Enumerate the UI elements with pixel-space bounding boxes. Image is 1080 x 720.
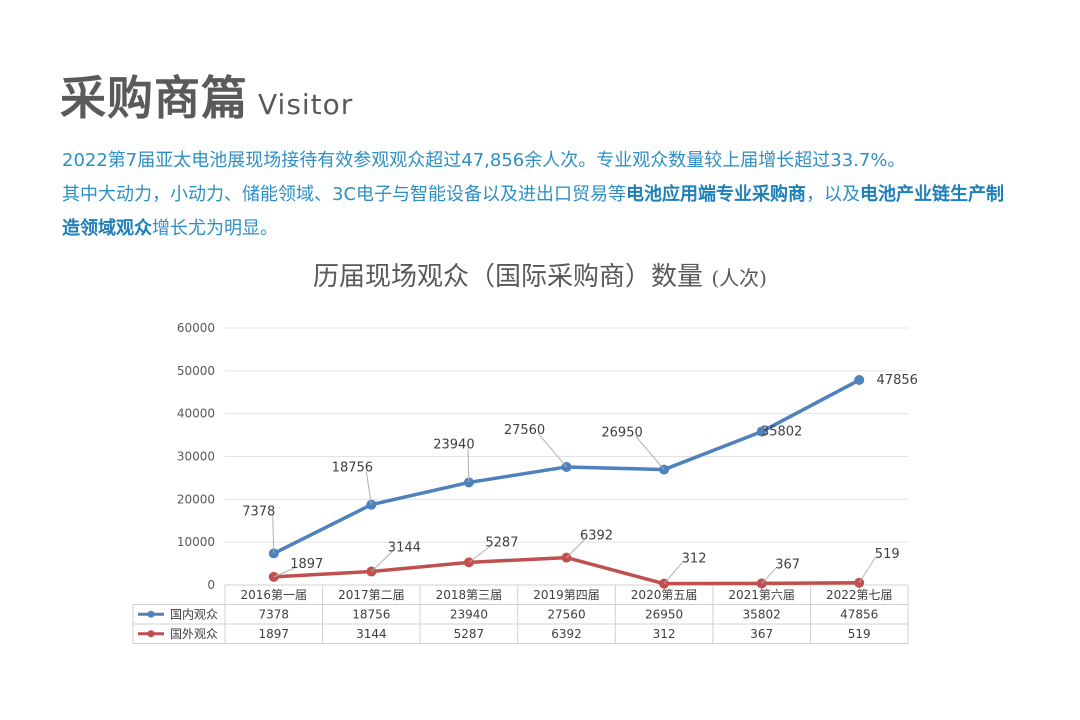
y-tick-label: 30000 (177, 450, 215, 464)
table-cell-value: 18756 (352, 607, 390, 621)
x-category-label: 2019第四届 (533, 588, 600, 602)
label-leader-line (663, 562, 683, 584)
y-tick-label: 60000 (177, 321, 215, 335)
y-tick-label: 20000 (177, 492, 215, 506)
data-label: 367 (775, 557, 800, 572)
page-title-en: Visitor (258, 88, 354, 121)
page-title-zh: 采购商篇 (60, 71, 248, 125)
chart-title-unit: (人次) (711, 266, 767, 290)
legend-marker (147, 610, 155, 618)
y-tick-label: 40000 (177, 407, 215, 421)
table-cell-value: 5287 (454, 627, 485, 641)
table-cell-value: 7378 (259, 607, 290, 621)
data-label: 7378 (242, 504, 275, 519)
table-cell-value: 312 (653, 627, 676, 641)
label-leader-line (566, 539, 585, 558)
chart-title: 历届现场观众（国际采购商）数量 (人次) (0, 256, 1080, 293)
intro-text-c: ，以及 (806, 184, 861, 205)
data-label: 23940 (433, 437, 474, 452)
data-label: 35802 (761, 425, 802, 440)
label-leader-line (371, 551, 393, 572)
table-cell-value: 26950 (645, 607, 683, 621)
label-leader-line (365, 471, 372, 505)
intro-paragraph: 2022第7届亚太电池展现场接待有效参观观众超过47,856余人次。专业观众数量… (62, 144, 1022, 246)
data-label: 27560 (504, 423, 545, 438)
legend-label: 国内观众 (170, 607, 218, 621)
table-cell-value: 1897 (259, 627, 290, 641)
data-point (756, 426, 767, 437)
data-label: 1897 (290, 557, 323, 572)
label-leader-line (468, 545, 491, 563)
table-cell-value: 367 (750, 627, 773, 641)
data-label: 519 (875, 547, 900, 562)
x-category-label: 2020第五届 (631, 588, 698, 602)
x-category-label: 2021第六届 (728, 588, 795, 602)
label-leader-line (538, 433, 567, 468)
table-cell-value: 47856 (840, 607, 878, 621)
x-category-label: 2017第二届 (338, 588, 405, 602)
label-leader-line (761, 568, 777, 584)
data-label: 26950 (601, 426, 642, 441)
label-leader-line (858, 557, 876, 584)
data-label: 6392 (580, 529, 613, 544)
intro-text-e: 增长尤为明显。 (152, 218, 278, 239)
label-leader-line (467, 448, 470, 483)
label-leader-line (272, 515, 275, 554)
data-label: 3144 (388, 541, 421, 556)
table-cell-value: 35802 (743, 607, 781, 621)
data-label: 18756 (332, 461, 373, 476)
intro-highlight-industry: 电池产业链生产制造领域观众 (62, 184, 1005, 239)
page-title: 采购商篇 Visitor (60, 62, 353, 128)
chart-title-main: 历届现场观众（国际采购商）数量 (313, 262, 704, 292)
x-category-label: 2022第七届 (826, 588, 893, 602)
label-leader-line (635, 436, 665, 470)
label-leader-line (273, 567, 295, 578)
table-cell-value: 27560 (547, 607, 585, 621)
table-cell-value: 6392 (551, 627, 582, 641)
x-category-label: 2018第三届 (436, 588, 503, 602)
data-label: 47856 (877, 373, 918, 388)
data-point (854, 375, 865, 386)
intro-line-1: 2022第7届亚太电池展现场接待有效参观观众超过47,856余人次。专业观众数量… (62, 150, 906, 171)
data-label: 312 (682, 552, 707, 567)
table-cell-value: 23940 (450, 607, 488, 621)
table-cell-value: 519 (848, 627, 871, 641)
y-tick-label: 10000 (177, 535, 215, 549)
x-category-label: 2016第一届 (241, 588, 308, 602)
legend-marker (147, 630, 155, 638)
intro-text-a: 其中大动力，小动力、储能领域、3C电子与智能设备以及进出口贸易等 (62, 184, 627, 205)
intro-highlight-buyers: 电池应用端专业采购商 (626, 184, 807, 205)
data-label: 5287 (485, 535, 518, 550)
y-tick-label: 50000 (177, 364, 215, 378)
table-cell-value: 3144 (356, 627, 387, 641)
legend-label: 国外观众 (170, 627, 218, 641)
y-tick-label: 0 (207, 578, 215, 592)
